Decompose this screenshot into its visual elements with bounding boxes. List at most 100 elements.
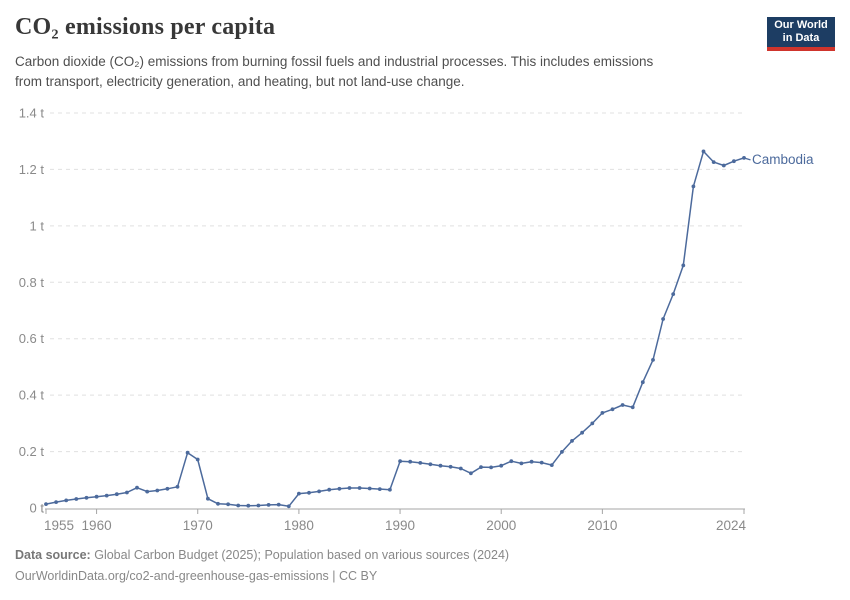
data-point[interactable]: [44, 502, 48, 506]
data-point[interactable]: [114, 492, 119, 497]
data-point[interactable]: [489, 465, 493, 470]
data-point[interactable]: [185, 450, 190, 455]
data-point[interactable]: [307, 490, 311, 495]
data-point[interactable]: [529, 459, 534, 464]
data-point[interactable]: [539, 460, 544, 465]
data-point[interactable]: [620, 403, 625, 407]
x-tick-label: 1980: [284, 518, 314, 533]
data-point[interactable]: [337, 486, 342, 491]
data-point[interactable]: [266, 503, 271, 507]
data-point[interactable]: [711, 160, 716, 165]
data-point[interactable]: [509, 459, 514, 464]
owid-logo-text: Our World in Data: [767, 17, 835, 47]
data-point[interactable]: [145, 489, 150, 494]
data-point[interactable]: [661, 317, 665, 321]
data-point[interactable]: [721, 163, 726, 168]
data-point[interactable]: [499, 463, 504, 468]
data-point[interactable]: [732, 159, 736, 164]
data-point[interactable]: [691, 184, 696, 189]
data-point[interactable]: [428, 462, 433, 467]
y-tick-label: 0 t: [30, 501, 45, 516]
data-point[interactable]: [560, 450, 564, 454]
data-point[interactable]: [256, 503, 261, 508]
data-point[interactable]: [297, 491, 301, 496]
data-point[interactable]: [479, 465, 483, 469]
data-point[interactable]: [570, 439, 574, 443]
data-point[interactable]: [84, 495, 89, 500]
data-point[interactable]: [438, 463, 443, 468]
data-point[interactable]: [388, 487, 392, 492]
x-tick-label: 2024: [716, 518, 747, 533]
y-tick-label: 1 t: [30, 218, 45, 233]
owid-logo-accent-bar: [767, 47, 835, 51]
data-point[interactable]: [418, 461, 423, 465]
x-tick-label: 1970: [183, 518, 213, 533]
data-point[interactable]: [367, 486, 372, 491]
x-tick-label: 2000: [486, 518, 516, 533]
data-point[interactable]: [327, 487, 332, 492]
data-point[interactable]: [155, 488, 160, 493]
chart-subtitle-line2: from transport, electricity generation, …: [15, 74, 465, 89]
data-point[interactable]: [54, 500, 58, 504]
data-point[interactable]: [398, 459, 402, 464]
label-connector: [745, 157, 751, 161]
y-tick-label: 1.4 t: [19, 106, 45, 121]
data-point[interactable]: [236, 503, 241, 508]
data-point[interactable]: [206, 496, 210, 501]
data-point[interactable]: [94, 494, 99, 499]
chart-title: CO₂ emissions per capita: [15, 14, 276, 40]
data-source-text: Global Carbon Budget (2025); Population …: [94, 548, 510, 562]
data-point[interactable]: [590, 421, 595, 426]
data-point[interactable]: [630, 405, 635, 410]
data-point[interactable]: [104, 493, 109, 498]
data-point[interactable]: [469, 471, 473, 476]
owid-logo-line1: Our World: [774, 19, 828, 31]
data-point[interactable]: [246, 503, 251, 508]
data-point[interactable]: [216, 501, 220, 506]
data-point[interactable]: [681, 263, 686, 268]
data-point[interactable]: [195, 457, 200, 462]
data-point[interactable]: [175, 484, 180, 489]
y-tick-label: 1.2 t: [19, 162, 45, 177]
data-point[interactable]: [125, 490, 129, 495]
data-point[interactable]: [286, 504, 291, 509]
data-point[interactable]: [408, 459, 413, 464]
data-point[interactable]: [226, 502, 231, 507]
data-point[interactable]: [377, 487, 382, 491]
data-point[interactable]: [651, 358, 655, 362]
y-tick-label: 0.6 t: [19, 331, 45, 346]
x-tick-label: 1960: [82, 518, 112, 533]
entity-label[interactable]: Cambodia: [752, 152, 814, 167]
data-point[interactable]: [671, 292, 676, 296]
data-point[interactable]: [347, 486, 352, 490]
data-point[interactable]: [458, 466, 463, 471]
data-point[interactable]: [610, 407, 615, 412]
chart-footer: Data source: Global Carbon Budget (2025)…: [15, 545, 775, 587]
y-tick-label: 0.4 t: [19, 388, 45, 403]
data-point[interactable]: [64, 498, 69, 503]
owid-logo-line2: in Data: [782, 32, 820, 44]
data-point[interactable]: [701, 149, 706, 154]
series-line[interactable]: [45, 150, 745, 508]
data-point[interactable]: [640, 380, 645, 385]
data-point[interactable]: [317, 489, 321, 494]
data-point[interactable]: [276, 502, 281, 507]
data-point[interactable]: [580, 430, 584, 435]
data-point[interactable]: [135, 485, 139, 490]
data-point[interactable]: [357, 486, 362, 490]
data-point[interactable]: [519, 461, 524, 466]
data-point[interactable]: [600, 411, 605, 415]
data-point[interactable]: [165, 486, 170, 491]
data-point[interactable]: [74, 497, 79, 501]
owid-logo: Our World in Data: [767, 17, 835, 51]
y-tick-label: 0.8 t: [19, 275, 45, 290]
chart-subtitle: Carbon dioxide (CO₂) emissions from burn…: [15, 52, 745, 92]
data-point[interactable]: [448, 464, 453, 469]
data-point[interactable]: [549, 463, 554, 467]
data-point[interactable]: [742, 156, 746, 160]
license-note: OurWorldinData.org/co2-and-greenhouse-ga…: [15, 569, 378, 583]
chart-subtitle-line1: Carbon dioxide (CO₂) emissions from burn…: [15, 54, 654, 69]
x-tick-label: 1955: [44, 518, 74, 533]
